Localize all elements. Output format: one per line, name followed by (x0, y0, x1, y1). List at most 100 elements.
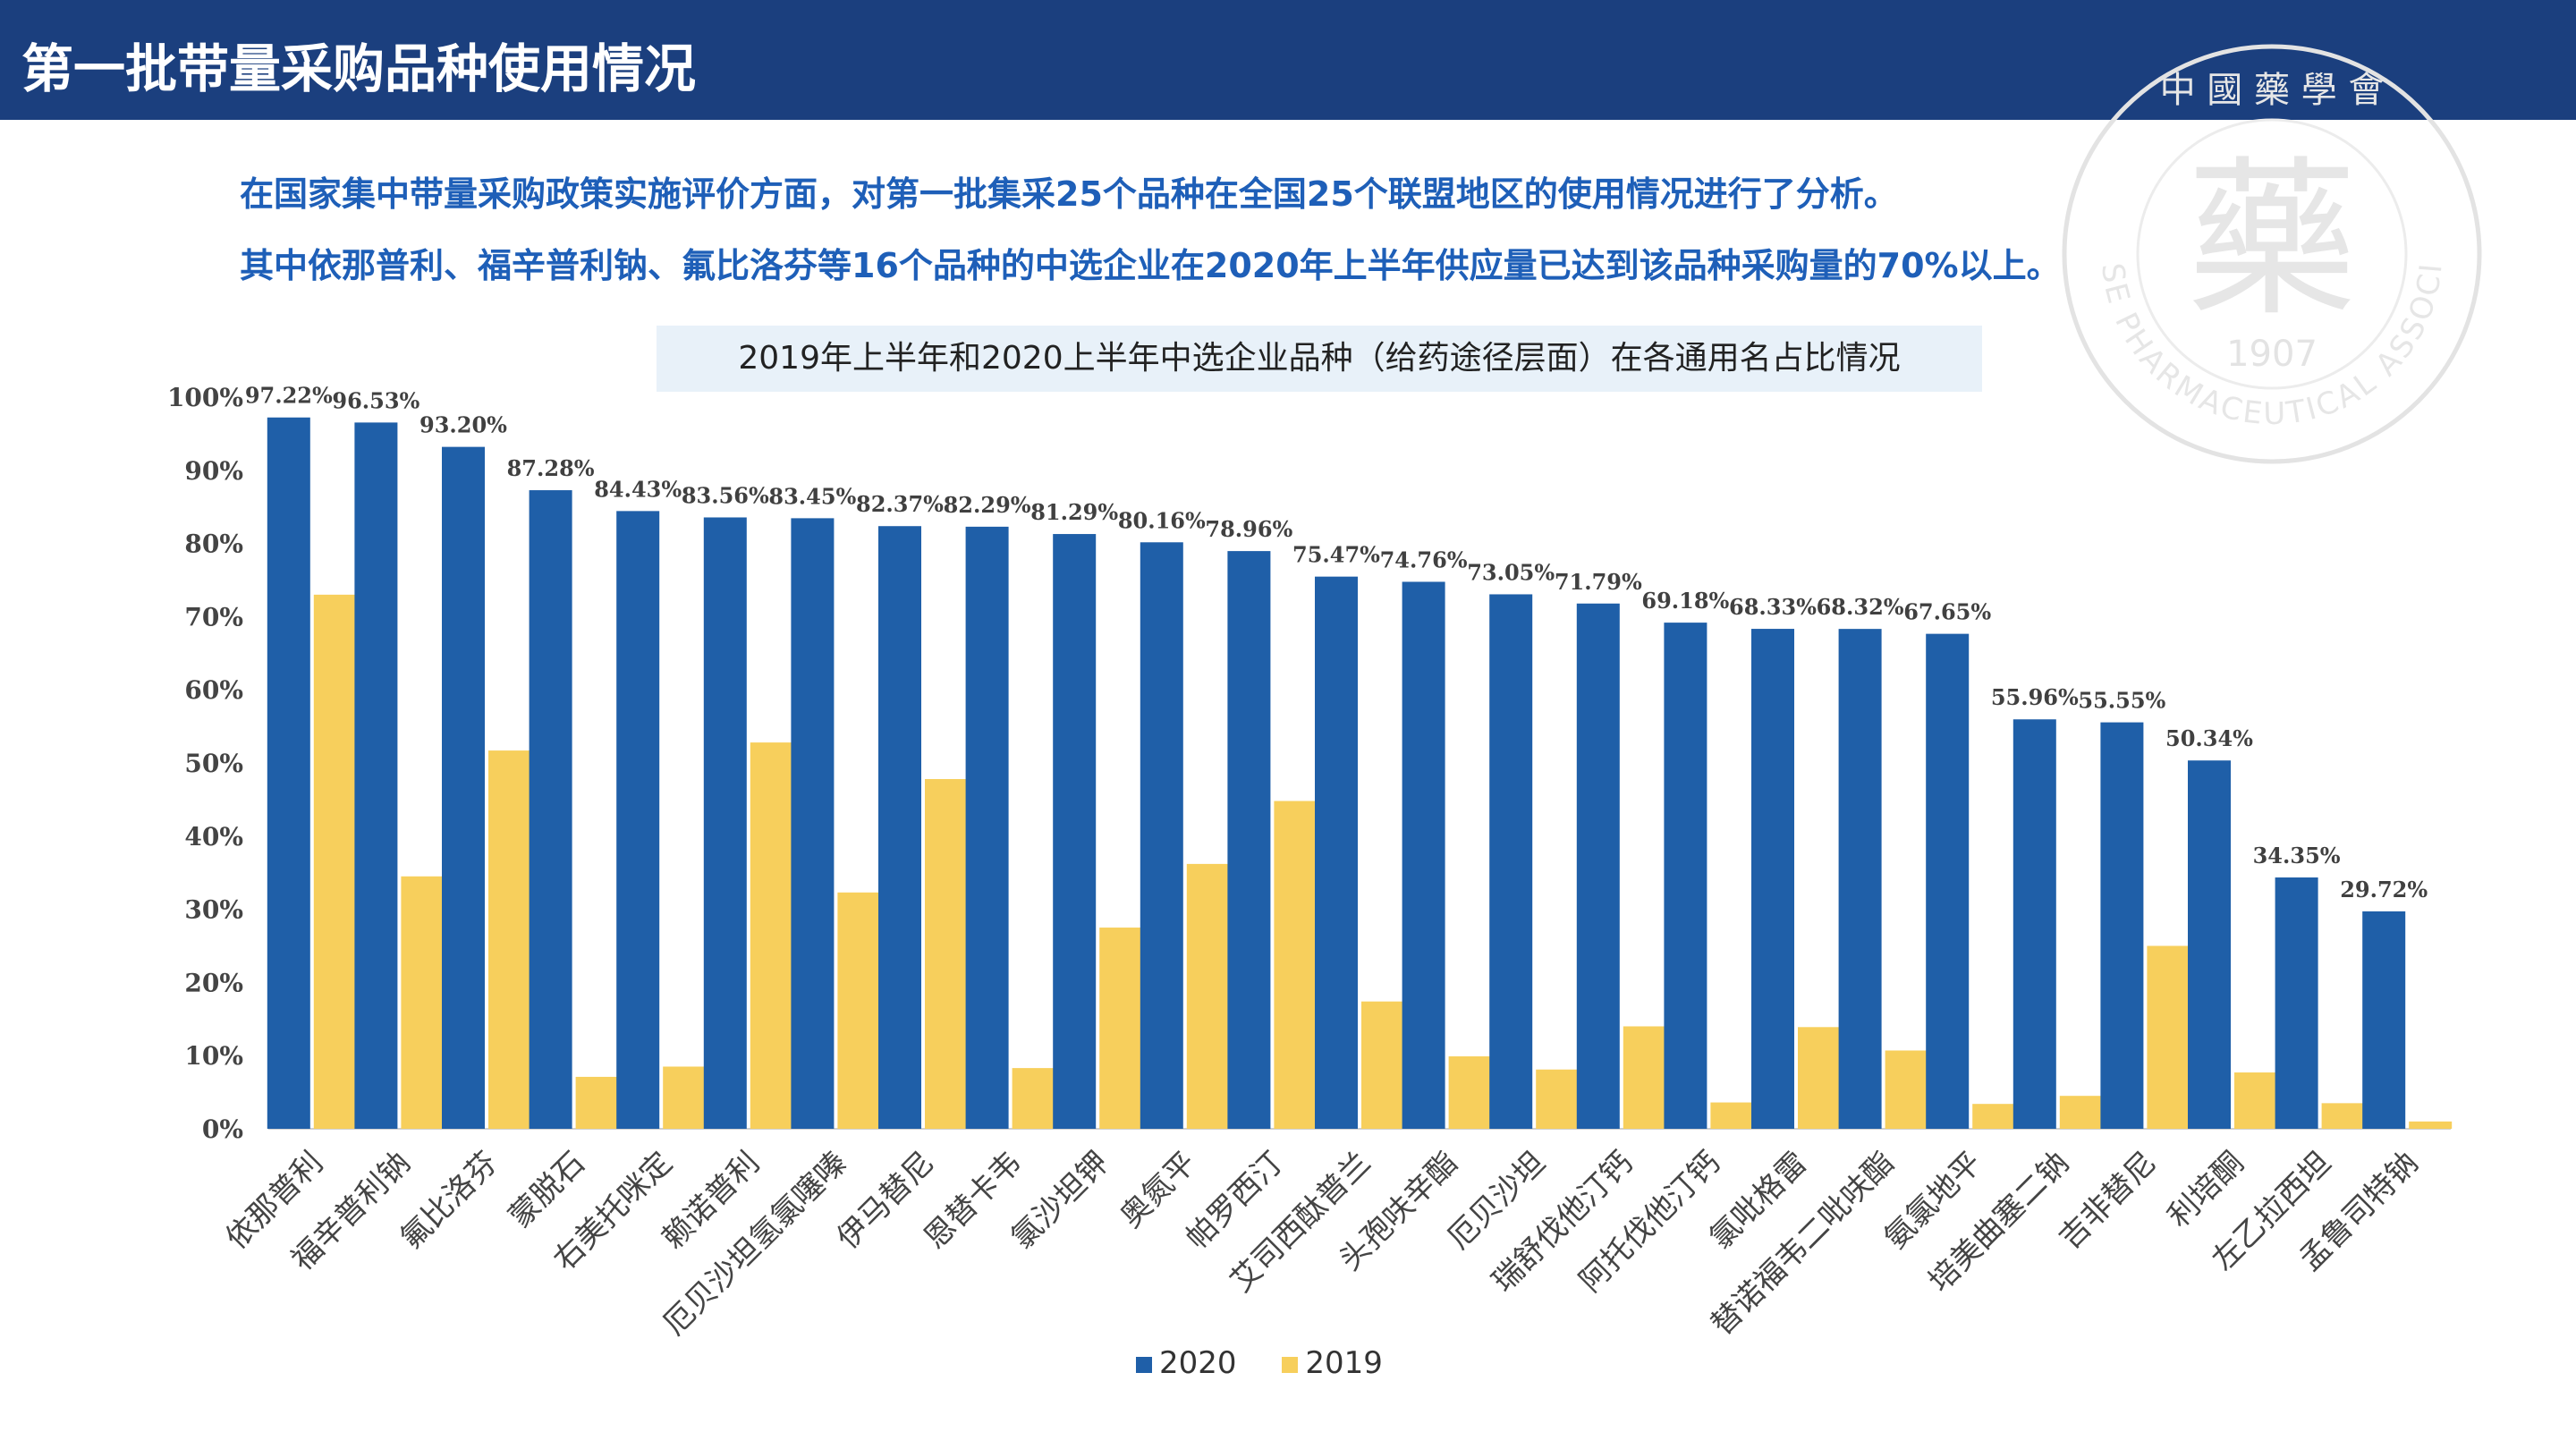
data-label-2020: 84.43% (594, 476, 682, 502)
bar-2019 (1099, 928, 1143, 1129)
bar-2019 (1448, 1056, 1492, 1129)
chart-title-box: 2019年上半年和2020上半年中选企业品种（给药途径层面）在各通用名占比情况 (657, 326, 1982, 392)
data-label-2020: 69.18% (1641, 588, 1729, 614)
bar-2020 (2012, 719, 2056, 1129)
bar-2020 (2275, 877, 2318, 1129)
legend-item-2020: 2020 (1136, 1345, 1237, 1381)
bar-2019 (1536, 1069, 1580, 1129)
bar-2020 (703, 517, 747, 1129)
bar-2020 (1489, 594, 1533, 1129)
data-label-2020: 75.47% (1292, 542, 1380, 568)
data-label-2020: 82.29% (944, 492, 1031, 518)
bar-2020 (1315, 576, 1358, 1129)
category-label: 伊马替尼 (830, 1145, 941, 1256)
bar-2019 (663, 1066, 707, 1129)
data-label-2020: 68.33% (1729, 594, 1817, 620)
bar-2020 (965, 526, 1009, 1129)
bar-2020 (878, 526, 921, 1129)
category-label: 恩替卡韦 (918, 1145, 1029, 1256)
bar-2019 (837, 892, 881, 1129)
bar-2019 (2234, 1072, 2277, 1129)
legend-label-2020: 2020 (1159, 1345, 1237, 1381)
y-tick-label: 20% (184, 968, 243, 997)
bar-2020 (1838, 629, 1882, 1129)
data-label-2020: 29.72% (2340, 877, 2428, 902)
category-label: 氟比洛芬 (394, 1145, 504, 1256)
data-label-2020: 67.65% (1903, 599, 1991, 625)
bar-2019 (1885, 1050, 1928, 1129)
bar-2019 (575, 1076, 619, 1129)
category-label: 氯沙坦钾 (1004, 1145, 1115, 1256)
bar-2019 (1710, 1102, 1754, 1129)
bar-2019 (2321, 1103, 2365, 1129)
bar-2019 (1972, 1104, 2016, 1129)
data-label-2020: 83.45% (768, 483, 856, 509)
y-tick-label: 50% (184, 749, 243, 778)
seal-glyph: 藥 (2187, 141, 2357, 339)
y-tick-label: 40% (184, 822, 243, 852)
data-label-2020: 82.37% (856, 491, 944, 517)
bar-2019 (750, 742, 793, 1129)
legend-label-2019: 2019 (1305, 1345, 1383, 1381)
association-seal-watermark: 中 國 藥 學 會 藥 1907 CHINESE PHARMACEUTICAL … (2048, 30, 2482, 464)
bar-2020 (2100, 722, 2144, 1129)
seal-chinese-text: 中 國 藥 學 會 (2160, 70, 2385, 111)
bar-2019 (401, 876, 445, 1129)
data-label-2020: 97.22% (245, 383, 333, 409)
bar-2020 (1053, 534, 1097, 1129)
bar-2019 (313, 594, 357, 1129)
data-label-2020: 74.76% (1380, 547, 1468, 572)
bar-2019 (1623, 1026, 1666, 1129)
legend-swatch-2020 (1136, 1356, 1152, 1373)
bar-2019 (1798, 1027, 1841, 1129)
y-tick-label: 80% (184, 530, 243, 559)
bar-2019 (2059, 1096, 2103, 1129)
data-label-2020: 78.96% (1205, 516, 1292, 542)
data-label-2020: 50.34% (2165, 725, 2253, 751)
legend-swatch-2019 (1282, 1356, 1299, 1373)
chart-title: 2019年上半年和2020上半年中选企业品种（给药途径层面）在各通用名占比情况 (738, 340, 1901, 377)
bar-2020 (791, 518, 835, 1129)
intro-line-1: 在国家集中带量采购政策实施评价方面，对第一批集采25个品种在全国25个联盟地区的… (240, 174, 1898, 214)
data-label-2020: 83.56% (682, 482, 769, 508)
bar-2019 (2147, 945, 2190, 1129)
data-label-2020: 87.28% (507, 455, 595, 481)
y-tick-label: 30% (184, 895, 243, 925)
data-label-2020: 93.20% (419, 412, 507, 438)
legend-item-2019: 2019 (1282, 1345, 1383, 1381)
data-label-2020: 81.29% (1030, 499, 1118, 525)
y-tick-label: 100% (167, 383, 243, 412)
page-title: 第一批带量采购品种使用情况 (21, 38, 697, 99)
data-label-2020: 96.53% (332, 387, 419, 413)
data-label-2020: 71.79% (1555, 569, 1642, 595)
y-tick-label: 0% (202, 1114, 243, 1144)
bar-2019 (925, 778, 968, 1129)
bar-2019 (1361, 1001, 1404, 1129)
bar-2020 (354, 422, 398, 1129)
bar-2020 (1576, 603, 1620, 1129)
seal-year: 1907 (2226, 334, 2318, 375)
bar-2020 (2188, 760, 2231, 1129)
bar-2019 (488, 750, 531, 1129)
bar-2020 (529, 490, 572, 1129)
data-label-2020: 34.35% (2253, 843, 2341, 869)
bar-2020 (267, 417, 310, 1130)
bar-2019 (2409, 1121, 2453, 1129)
data-label-2020: 73.05% (1467, 559, 1555, 585)
bar-2020 (1227, 551, 1271, 1129)
data-label-2020: 55.96% (1991, 684, 2079, 710)
bar-2020 (2362, 911, 2406, 1129)
bar-2020 (1751, 629, 1794, 1129)
y-tick-label: 90% (184, 456, 243, 486)
bar-2020 (616, 511, 660, 1129)
bar-2019 (1274, 801, 1318, 1129)
bar-2020 (442, 446, 485, 1129)
intro-line-2: 其中依那普利、福辛普利钠、氟比洛芬等16个品种的中选企业在2020年上半年供应量… (240, 246, 2061, 285)
header-bar: 第一批带量采购品种使用情况 (0, 0, 2576, 120)
data-label-2020: 55.55% (2078, 688, 2165, 714)
y-tick-label: 10% (184, 1041, 243, 1071)
chart-legend: 2020 2019 (1136, 1345, 1419, 1381)
bar-2019 (1186, 863, 1230, 1129)
category-label: 吉非替尼 (2052, 1145, 2163, 1256)
